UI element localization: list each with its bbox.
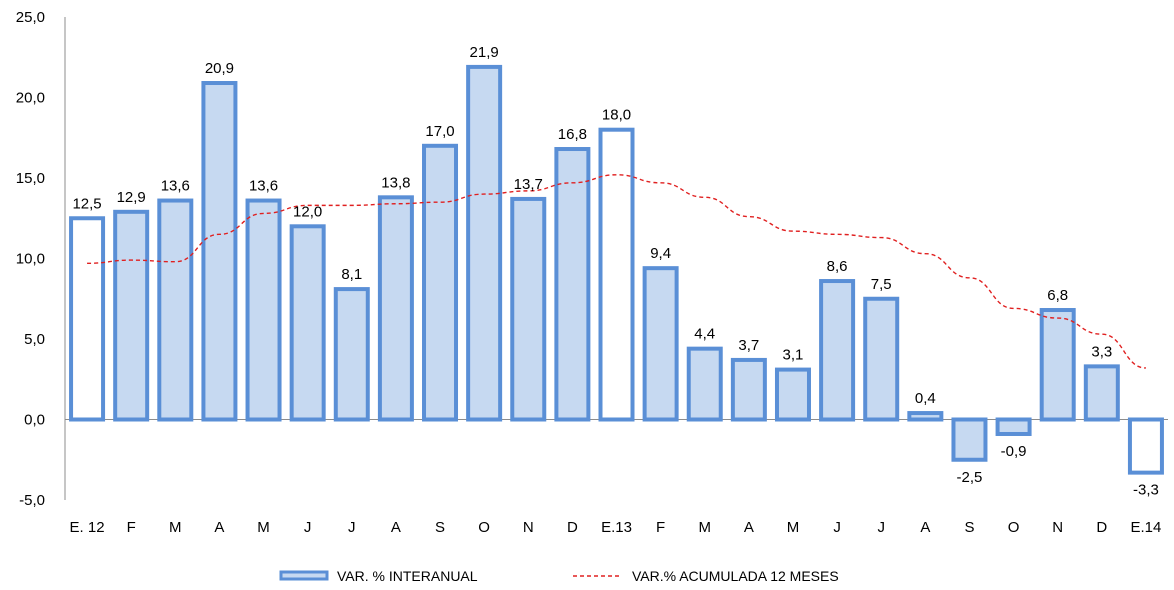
x-tick-label: J bbox=[833, 519, 841, 536]
x-tick-label: S bbox=[964, 519, 974, 536]
line-series bbox=[87, 174, 1146, 369]
data-labels: 12,5 12,9 13,6 20,9 13,6 12,0 8,1 13,8 17,0 21,9 1… bbox=[72, 44, 1158, 499]
data-label: 17,0 bbox=[425, 123, 454, 140]
bar bbox=[510, 196, 547, 422]
bar bbox=[69, 216, 106, 422]
axes: 25,0 20,0 15,0 10,0 5,0 0,0 -5,0 E. 12 F M A M J J A S O… bbox=[16, 9, 1168, 536]
bar bbox=[995, 417, 1032, 436]
x-tick-label: J bbox=[877, 519, 885, 536]
x-tick-label: F bbox=[127, 519, 136, 536]
data-label: 4,4 bbox=[694, 326, 715, 343]
x-tick-label: N bbox=[523, 519, 534, 536]
data-label: 6,8 bbox=[1047, 287, 1068, 304]
bar bbox=[554, 147, 591, 422]
x-tick-label: M bbox=[257, 519, 270, 536]
data-label: 21,9 bbox=[470, 44, 499, 61]
legend: VAR. % INTERANUAL VAR.% ACUMULADA 12 MES… bbox=[279, 568, 839, 584]
line-path bbox=[87, 174, 1146, 369]
bar bbox=[774, 367, 811, 422]
data-label: 3,1 bbox=[783, 347, 804, 364]
bar bbox=[377, 195, 414, 422]
x-tick-label: A bbox=[214, 519, 224, 536]
bar bbox=[422, 143, 459, 422]
data-label: 0,4 bbox=[915, 390, 936, 407]
bar bbox=[333, 287, 370, 422]
x-tick-label: A bbox=[744, 519, 754, 536]
bar bbox=[201, 81, 238, 422]
bar bbox=[1127, 417, 1164, 475]
x-tick-label: J bbox=[348, 519, 356, 536]
y-tick-label: 5,0 bbox=[24, 331, 45, 348]
data-label: 16,8 bbox=[558, 126, 587, 143]
legend-line-label: VAR.% ACUMULADA 12 MESES bbox=[632, 568, 839, 584]
x-tick-label: M bbox=[169, 519, 182, 536]
x-tick-label: E.13 bbox=[601, 519, 632, 536]
x-tick-label: O bbox=[1008, 519, 1020, 536]
x-tick-label: E.14 bbox=[1131, 519, 1162, 536]
bar bbox=[245, 198, 282, 422]
bar bbox=[863, 296, 900, 422]
x-tick-label: O bbox=[478, 519, 490, 536]
y-tick-label: 25,0 bbox=[16, 9, 45, 26]
x-tick-label: A bbox=[920, 519, 930, 536]
data-label: 12,9 bbox=[117, 189, 146, 206]
bar bbox=[157, 198, 194, 422]
y-tick-label: 20,0 bbox=[16, 90, 45, 107]
data-label: 18,0 bbox=[602, 107, 631, 124]
x-tick-label: M bbox=[698, 519, 711, 536]
data-label: 8,1 bbox=[341, 266, 362, 283]
legend-bar-label: VAR. % INTERANUAL bbox=[337, 568, 478, 584]
data-label: 3,7 bbox=[738, 337, 759, 354]
bar bbox=[951, 417, 988, 462]
bar bbox=[1039, 308, 1076, 422]
data-label: -2,5 bbox=[957, 469, 983, 486]
data-label: 20,9 bbox=[205, 60, 234, 77]
bar bbox=[642, 266, 679, 422]
data-label: 7,5 bbox=[871, 276, 892, 293]
bar bbox=[466, 64, 503, 422]
x-tick-label: F bbox=[656, 519, 665, 536]
x-tick-label: D bbox=[567, 519, 578, 536]
data-label: 3,3 bbox=[1091, 343, 1112, 360]
bar bbox=[113, 209, 150, 422]
bar-series bbox=[69, 64, 1164, 475]
x-tick-label: J bbox=[304, 519, 312, 536]
data-label: 9,4 bbox=[650, 245, 671, 262]
data-label: 13,6 bbox=[161, 178, 190, 195]
x-tick-label: N bbox=[1052, 519, 1063, 536]
data-label: 13,8 bbox=[381, 174, 410, 191]
y-tick-label: 10,0 bbox=[16, 251, 45, 268]
bar bbox=[598, 127, 635, 422]
y-tick-label: -5,0 bbox=[19, 492, 45, 509]
data-label: 13,7 bbox=[514, 176, 543, 193]
bar bbox=[907, 411, 944, 422]
x-tick-label: A bbox=[391, 519, 401, 536]
bar bbox=[289, 224, 326, 422]
data-label: 13,6 bbox=[249, 178, 278, 195]
x-tick-label: D bbox=[1096, 519, 1107, 536]
bar bbox=[686, 346, 723, 422]
data-label: 8,6 bbox=[827, 258, 848, 275]
bar bbox=[1083, 364, 1120, 422]
bar bbox=[730, 357, 767, 422]
data-label: 12,0 bbox=[293, 203, 322, 220]
legend-bar-swatch bbox=[279, 570, 329, 581]
x-tick-label: E. 12 bbox=[70, 519, 105, 536]
bar bbox=[819, 279, 856, 422]
y-tick-label: 15,0 bbox=[16, 170, 45, 187]
x-tick-label: M bbox=[787, 519, 800, 536]
data-label: 12,5 bbox=[72, 195, 101, 212]
data-label: -0,9 bbox=[1001, 443, 1027, 460]
y-tick-label: 0,0 bbox=[24, 412, 45, 429]
data-label: -3,3 bbox=[1133, 482, 1159, 499]
x-tick-label: S bbox=[435, 519, 445, 536]
